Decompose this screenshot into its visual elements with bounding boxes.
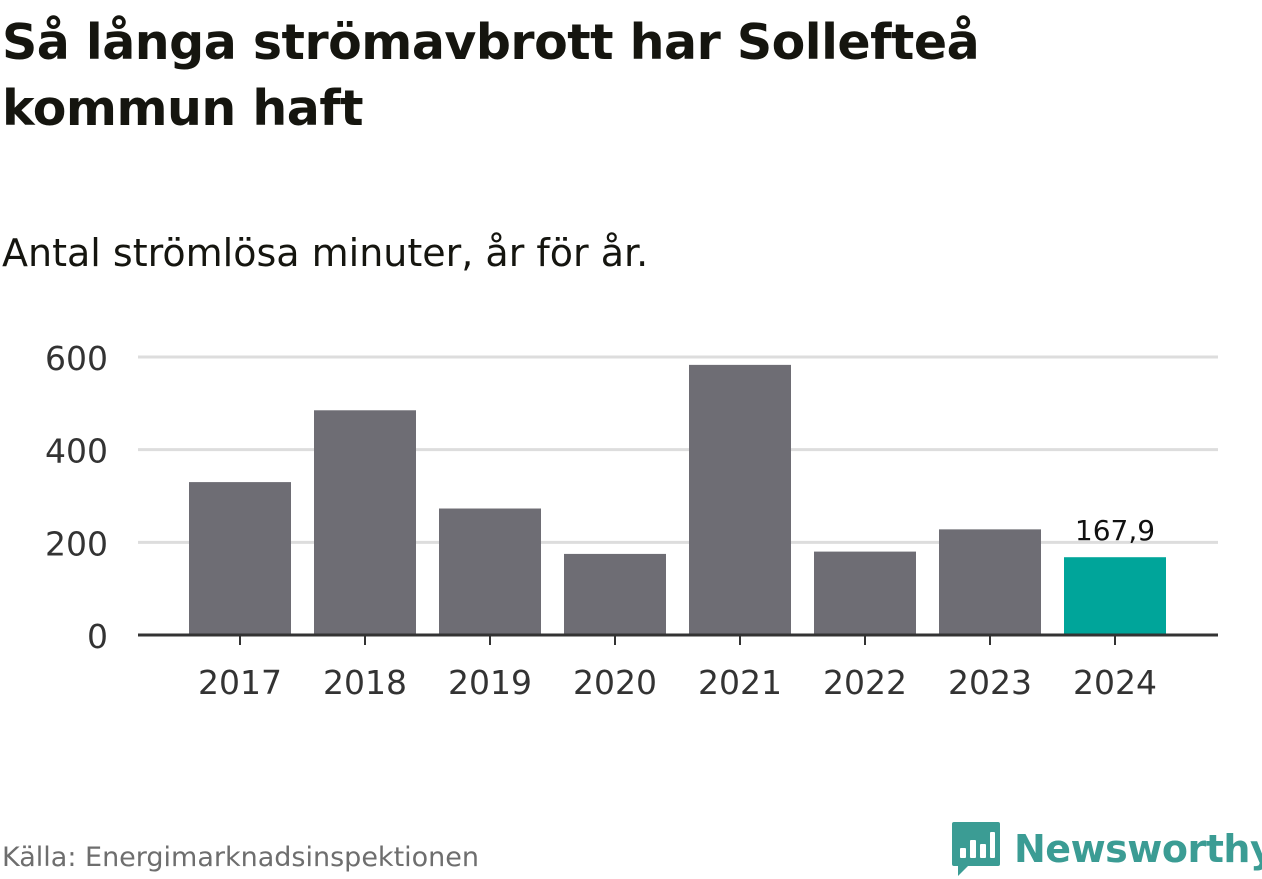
x-tick-label: 2022 — [823, 663, 907, 702]
bar — [814, 551, 916, 635]
x-tick-label: 2021 — [698, 663, 782, 702]
newsworthy-logo: Newsworthy — [950, 820, 1262, 878]
y-tick-label: 600 — [45, 339, 108, 378]
x-tick-label: 2020 — [573, 663, 657, 702]
brand-name: Newsworthy — [1014, 827, 1262, 871]
bar — [564, 553, 666, 635]
bar — [189, 482, 291, 635]
bar-chart: 0 200 400 600 2017 2018 2019 2020 2021 2022 2023 20… — [45, 339, 1218, 702]
x-tick-label: 2018 — [323, 663, 407, 702]
bar — [314, 410, 416, 635]
x-tick-label: 2017 — [198, 663, 282, 702]
y-tick-label: 400 — [45, 432, 108, 471]
source-note: Källa: Energimarknadsinspektionen — [2, 842, 480, 873]
bar — [439, 508, 541, 635]
chart-title: Så långa strömavbrott har Sollefteå komm… — [2, 14, 980, 137]
y-tick-label: 200 — [45, 524, 108, 563]
newsworthy-logo-icon — [952, 822, 1000, 876]
x-tick-label: 2023 — [948, 663, 1032, 702]
bar — [1064, 557, 1166, 635]
x-tick-label: 2024 — [1073, 663, 1157, 702]
y-tick-label: 0 — [87, 617, 108, 656]
bar — [939, 529, 1041, 635]
bar — [689, 364, 791, 635]
x-tick-label: 2019 — [448, 663, 532, 702]
chart-subtitle: Antal strömlösa minuter, år för år. — [2, 231, 649, 275]
data-label: 167,9 — [1075, 514, 1155, 547]
